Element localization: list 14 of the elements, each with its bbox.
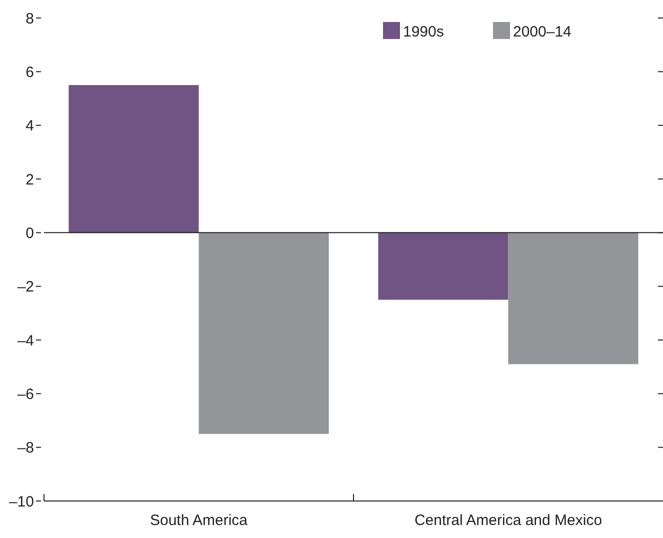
y-tick-label: 6 — [26, 64, 34, 81]
x-tick-label: South America — [150, 512, 248, 529]
y-tick-label: –2 — [17, 278, 34, 296]
y-tick-label: –8 — [17, 440, 34, 457]
legend-label: 2000–14 — [513, 23, 572, 40]
y-tick-label: 8 — [26, 10, 34, 28]
y-tick-label: 2 — [26, 171, 34, 188]
y-tick-label: –4 — [17, 332, 34, 350]
x-tick-label: Central America and Mexico — [414, 512, 602, 529]
y-tick-label: –10 — [8, 493, 34, 510]
legend-label: 1990s — [403, 23, 444, 40]
y-tick-label: –6 — [17, 386, 34, 403]
y-tick-label: 0 — [26, 224, 34, 242]
y-tick-label: 4 — [26, 118, 34, 135]
